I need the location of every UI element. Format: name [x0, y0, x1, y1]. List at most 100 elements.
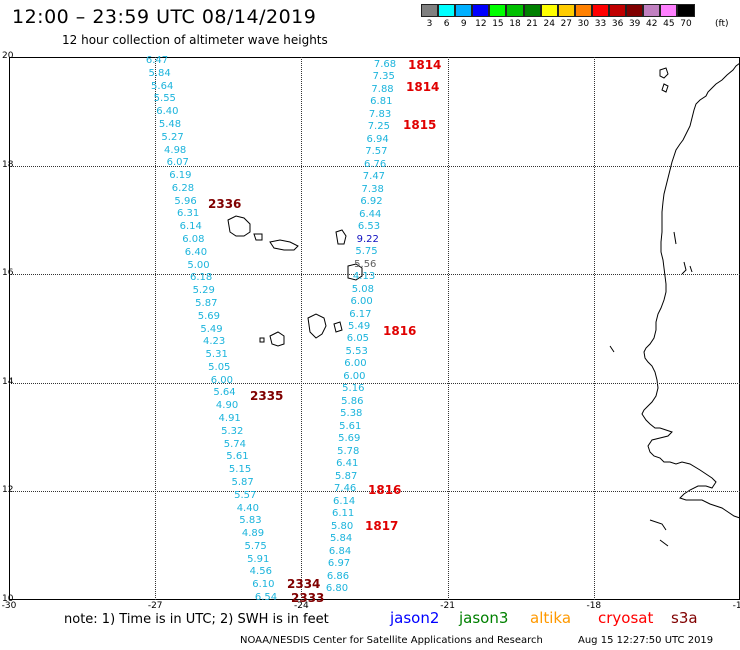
wave-height-label: 5.27	[161, 131, 184, 143]
pass-time-label: 2335	[250, 389, 284, 403]
legend-swatch-label: 12	[475, 19, 487, 29]
wave-height-label: 7.83	[368, 108, 392, 120]
legend-swatch-label: 18	[509, 19, 521, 29]
legend-swatch-label: 24	[543, 19, 555, 29]
latitude-tick-label: 10	[2, 594, 14, 604]
legend-swatch	[591, 4, 610, 17]
wave-height-label: 7.35	[372, 71, 395, 83]
wave-height-label: 6.11	[331, 508, 355, 520]
wave-height-label: 5.87	[195, 297, 218, 309]
wave-height-label: 5.61	[339, 420, 362, 432]
wave-height-label: 6.84	[328, 545, 352, 557]
generation-timestamp: Aug 15 12:27:50 UTC 2019	[578, 635, 714, 646]
wave-height-label: 6.97	[327, 558, 351, 570]
legend-swatch	[455, 4, 473, 17]
wave-height-label: 4.23	[202, 336, 226, 348]
wave-height-label: 5.64	[151, 80, 174, 92]
wave-height-label: 5.87	[231, 476, 254, 488]
wave-height-label: 6.40	[156, 106, 179, 118]
legend-swatch-label: 39	[628, 19, 641, 29]
legend-swatch-label: 30	[577, 19, 590, 29]
wave-height-label: 5.74	[223, 438, 246, 450]
pass-time-label: 1814	[406, 80, 440, 94]
wave-height-label: 6.28	[171, 182, 195, 194]
wave-height-label: 6.80	[325, 583, 349, 594]
wave-height-label: 6.47	[145, 55, 169, 66]
cape-verde-sal	[335, 229, 347, 245]
latitude-gridline	[9, 274, 740, 276]
wave-height-label: 6.54	[254, 592, 278, 603]
legend-swatch	[421, 4, 439, 17]
legend-swatch-label: 33	[594, 19, 607, 29]
legend-swatch	[523, 4, 541, 17]
wave-height-label: 5.86	[341, 395, 364, 407]
legend-swatch-label: 36	[611, 19, 624, 29]
wave-height-label: 5.31	[205, 349, 228, 361]
wave-height-label: 9.22	[356, 233, 379, 245]
wave-height-label: 6.94	[366, 133, 389, 145]
wave-height-label: 5.80	[330, 520, 354, 532]
wave-height-label: 6.31	[177, 208, 200, 220]
pass-time-label: 1814	[408, 58, 442, 72]
legend-swatch-label: 9	[460, 19, 467, 29]
wave-height-label: 5.00	[187, 259, 210, 271]
legend-swatch	[626, 4, 644, 17]
wave-height-label: 5.75	[244, 540, 267, 552]
legend-unit: (ft)	[715, 19, 729, 29]
wave-height-label: 6.81	[370, 96, 393, 108]
legend-swatch	[557, 4, 575, 17]
wave-height-label: 6.00	[350, 296, 373, 308]
wave-height-label: 4.40	[236, 502, 259, 514]
wave-height-label: 6.92	[360, 196, 383, 208]
wave-height-label: 6.14	[333, 495, 356, 507]
wave-height-label: 6.41	[336, 458, 359, 470]
cape-verde-boa-vista	[347, 263, 363, 281]
cape-verde-sao-vicente	[253, 233, 263, 241]
wave-height-label: 6.10	[252, 579, 275, 591]
longitude-tick-label: -18	[586, 601, 602, 611]
africa-coastline	[641, 62, 740, 519]
wave-height-label: 6.14	[179, 221, 202, 233]
wave-height-label: 5.75	[355, 246, 378, 258]
wave-height-label: 5.55	[153, 93, 176, 105]
wave-height-label: 4.91	[218, 413, 241, 424]
legend-swatch-label: 6	[443, 19, 450, 29]
wave-height-label: 5.91	[247, 553, 270, 565]
latitude-gridline	[9, 382, 740, 384]
color-legend: 3 6 9 12 15 18 21 24 27 30 33 36 39 42 45 70 (ft)	[421, 4, 729, 29]
legend-swatch-label: 3	[426, 19, 433, 29]
wave-height-label: 5.16	[342, 383, 365, 395]
pass-time-label: 1816	[383, 324, 417, 338]
pass-time-label: 2333	[291, 591, 325, 605]
legend-swatch-label: 42	[646, 19, 658, 29]
cape-verde-maio	[333, 321, 343, 333]
longitude-tick-label: -24	[294, 601, 309, 611]
longitude-gridline	[593, 57, 595, 600]
wave-height-label: 6.07	[166, 157, 189, 169]
pass-time-label: 1815	[403, 118, 437, 132]
wave-height-label: 5.38	[340, 408, 363, 420]
wave-height-label: 7.38	[361, 183, 384, 195]
wave-height-label: 5.56	[354, 258, 377, 270]
cape-verde-sao-nicolau	[269, 239, 299, 251]
wave-height-label: 5.49	[347, 321, 371, 332]
wave-height-label: 5.08	[351, 283, 374, 295]
wave-height-label: 4.13	[352, 271, 376, 283]
legend-swatch-label: 27	[560, 19, 573, 29]
longitude-gridline	[301, 57, 303, 600]
wave-height-label: 5.69	[197, 310, 221, 322]
wave-height-label: 6.08	[182, 234, 205, 245]
pass-time-label: 1816	[368, 483, 402, 497]
wave-height-label: 7.88	[371, 83, 394, 95]
latitude-gridline	[9, 491, 740, 493]
longitude-tick-label: -27	[147, 601, 163, 611]
latitude-tick-label: 18	[2, 159, 14, 170]
wave-height-label: 5.48	[158, 118, 182, 130]
wave-height-label: 6.19	[169, 170, 192, 182]
latitude-tick-label: 12	[2, 485, 14, 496]
legend-swatch	[540, 4, 558, 17]
legend-swatch-label: 45	[663, 19, 675, 29]
wave-height-label: 6.76	[364, 158, 387, 170]
wave-height-label: 6.40	[184, 246, 208, 258]
